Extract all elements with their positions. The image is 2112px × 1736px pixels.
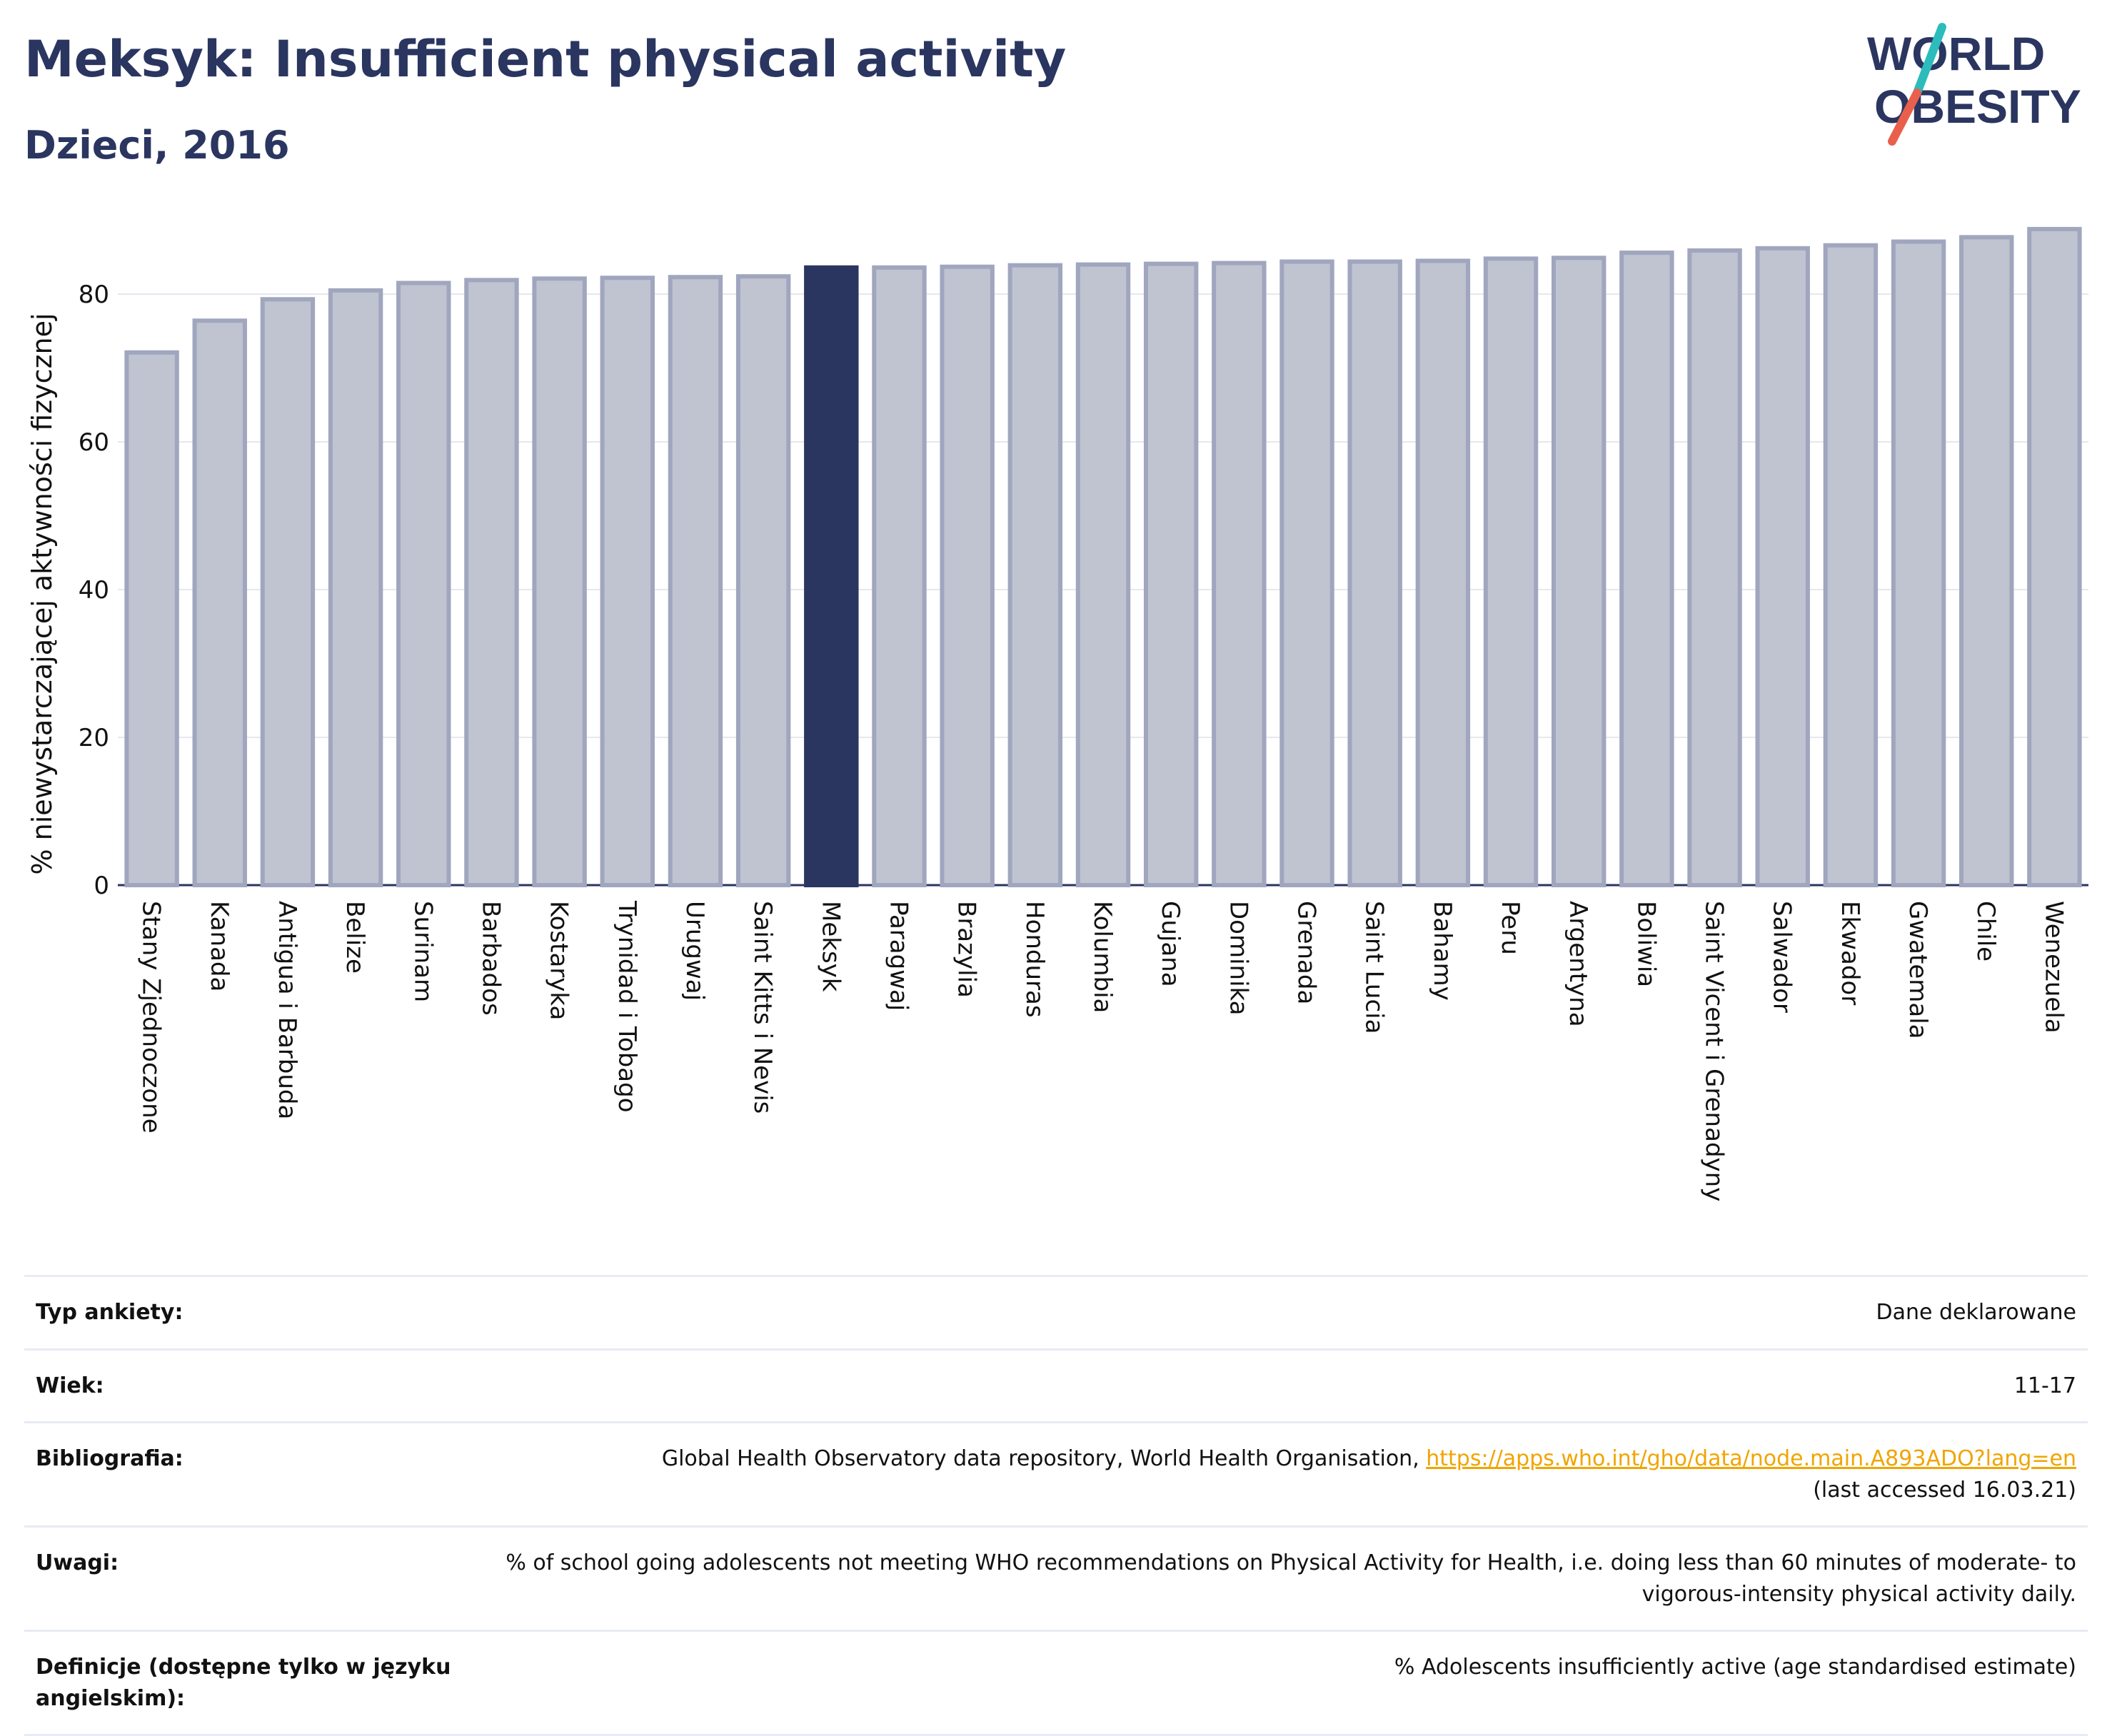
x-tick-label: Saint Lucia xyxy=(1360,901,1389,1034)
bibliography-text: Global Health Observatory data repositor… xyxy=(661,1446,1427,1471)
bar-boliwia xyxy=(1619,251,1674,888)
x-tick-label: Stany Zjednoczone xyxy=(137,901,166,1134)
bar-urugwaj xyxy=(668,275,723,887)
x-tick-label: Kanada xyxy=(205,901,233,991)
bar-honduras xyxy=(1007,263,1063,887)
info-row-definitions: Definicje (dostępne tylko w języku angie… xyxy=(24,1630,2088,1735)
bar-antigua-i-barbuda xyxy=(260,297,316,887)
bar-argentyna xyxy=(1551,256,1606,888)
x-tick-label: Belize xyxy=(341,901,369,974)
bar-brazylia xyxy=(940,264,995,887)
x-tick-label: Surinam xyxy=(408,901,437,1002)
x-tick-label: Boliwia xyxy=(1631,901,1660,987)
x-tick-label: Saint Kitts i Nevis xyxy=(748,901,777,1114)
bar-grenada xyxy=(1279,259,1334,887)
bar-peru xyxy=(1483,256,1539,887)
x-tick-label: Meksyk xyxy=(816,901,845,992)
y-tick-label: 60 xyxy=(79,428,109,457)
x-tick-label: Antigua i Barbuda xyxy=(273,901,301,1119)
x-tick-label: Gwatemala xyxy=(1904,901,1932,1039)
info-row-notes: Uwagi: % of school going adolescents not… xyxy=(24,1526,2088,1631)
x-tick-label: Saint Vicent i Grenadyny xyxy=(1700,901,1729,1201)
x-tick-label: Gujana xyxy=(1156,901,1185,987)
x-tick-label: Chile xyxy=(1971,901,2000,962)
bar-surinam xyxy=(396,281,451,888)
x-tick-label: Barbados xyxy=(476,901,505,1016)
x-tick-label: Kolumbia xyxy=(1088,901,1117,1013)
bar-saint-vicent-i-grenadyny xyxy=(1687,248,1742,887)
bar-bahamy xyxy=(1415,258,1471,887)
bar-kanada xyxy=(192,318,247,887)
y-tick-label: 80 xyxy=(79,281,109,309)
x-tick-label: Peru xyxy=(1496,901,1524,955)
x-tick-label: Brazylia xyxy=(952,901,981,998)
x-tick-label: Salwador xyxy=(1768,901,1796,1013)
bibliography-accessed: (last accessed 16.03.21) xyxy=(1813,1477,2076,1503)
y-tick-label: 40 xyxy=(79,576,109,605)
bar-meksyk xyxy=(804,265,859,887)
bar-gwatemala xyxy=(1891,239,1946,887)
bar-chile xyxy=(1959,235,2014,887)
x-tick-label: Bahamy xyxy=(1428,901,1457,1001)
x-tick-label: Urugwaj xyxy=(680,901,709,1001)
bibliography-label: Bibliografia: xyxy=(36,1446,183,1471)
survey-type-value: Dane deklarowane xyxy=(1876,1300,2076,1325)
survey-type-label: Typ ankiety: xyxy=(36,1300,183,1325)
logo-slash-top xyxy=(1913,23,1946,97)
bar-dominika xyxy=(1212,261,1267,887)
definitions-value: % Adolescents insufficiently active (age… xyxy=(1394,1655,2076,1680)
bar-kostaryka xyxy=(532,276,587,887)
x-tick-label: Trynidad i Tobago xyxy=(613,900,641,1113)
notes-value: % of school going adolescents not meetin… xyxy=(506,1550,2076,1607)
bar-belize xyxy=(328,288,383,887)
logo-slash-bottom xyxy=(1888,89,1921,146)
y-axis-label: % niewystarczającej aktywności fizycznej xyxy=(26,313,58,874)
notes-label: Uwagi: xyxy=(36,1550,119,1575)
age-label: Wiek: xyxy=(36,1373,104,1398)
bar-chart: 0 20 40 60 80 Stany Zjednoczone Kanada Antigua… xyxy=(26,226,2088,1201)
info-row-bibliography: Bibliografia: Global Health Observatory … xyxy=(24,1422,2088,1527)
definitions-label: Definicje (dostępne tylko w języku angie… xyxy=(36,1655,451,1711)
x-tick-label: Grenada xyxy=(1292,901,1321,1004)
bar-saint-kitts-i-nevis xyxy=(735,274,791,888)
bar-paragwaj xyxy=(872,265,927,887)
age-value: 11-17 xyxy=(2013,1373,2076,1398)
x-tick-label: Honduras xyxy=(1020,901,1049,1018)
bar-barbados xyxy=(464,278,519,887)
bar-ekwador xyxy=(1823,243,1879,887)
info-table: Typ ankiety: Dane deklarowane Wiek: 11-1… xyxy=(24,1275,2088,1736)
chart-subtitle: Dzieci, 2016 xyxy=(24,123,290,168)
bar-salwador xyxy=(1755,246,1810,887)
world-obesity-logo: WORLD OBESITY xyxy=(1867,23,2081,146)
info-row-survey-type: Typ ankiety: Dane deklarowane xyxy=(24,1276,2088,1350)
x-tick-label: Argentyna xyxy=(1564,901,1592,1027)
x-tick-label: Kostaryka xyxy=(545,901,573,1020)
y-tick-label: 0 xyxy=(94,872,109,900)
x-axis-ticks: Stany Zjednoczone Kanada Antigua i Barbuda… xyxy=(137,900,2068,1201)
bibliography-value: Global Health Observatory data repositor… xyxy=(490,1423,2088,1527)
x-tick-label: Ekwador xyxy=(1836,901,1864,1005)
bar-saint-lucia xyxy=(1347,259,1402,887)
y-axis-ticks: 0 20 40 60 80 xyxy=(79,281,109,900)
x-tick-label: Paragwaj xyxy=(884,901,912,1011)
chart-title: Meksyk: Insufficient physical activity xyxy=(24,30,1067,89)
bar-kolumbia xyxy=(1075,262,1131,888)
x-tick-label: Wenezuela xyxy=(2039,901,2068,1034)
info-row-age: Wiek: 11-17 xyxy=(24,1349,2088,1423)
bar-wenezuela xyxy=(2027,226,2082,888)
bibliography-link[interactable]: https://apps.who.int/gho/data/node.main.… xyxy=(1426,1446,2076,1471)
bars xyxy=(124,226,2082,888)
y-tick-label: 20 xyxy=(79,724,109,752)
bar-gujana xyxy=(1143,261,1199,887)
bar-trynidad-i-tobago xyxy=(600,276,655,888)
x-tick-label: Dominika xyxy=(1224,901,1252,1015)
logo-world-text: WORLD xyxy=(1867,27,2045,80)
bar-stany-zjednoczone xyxy=(124,350,179,887)
